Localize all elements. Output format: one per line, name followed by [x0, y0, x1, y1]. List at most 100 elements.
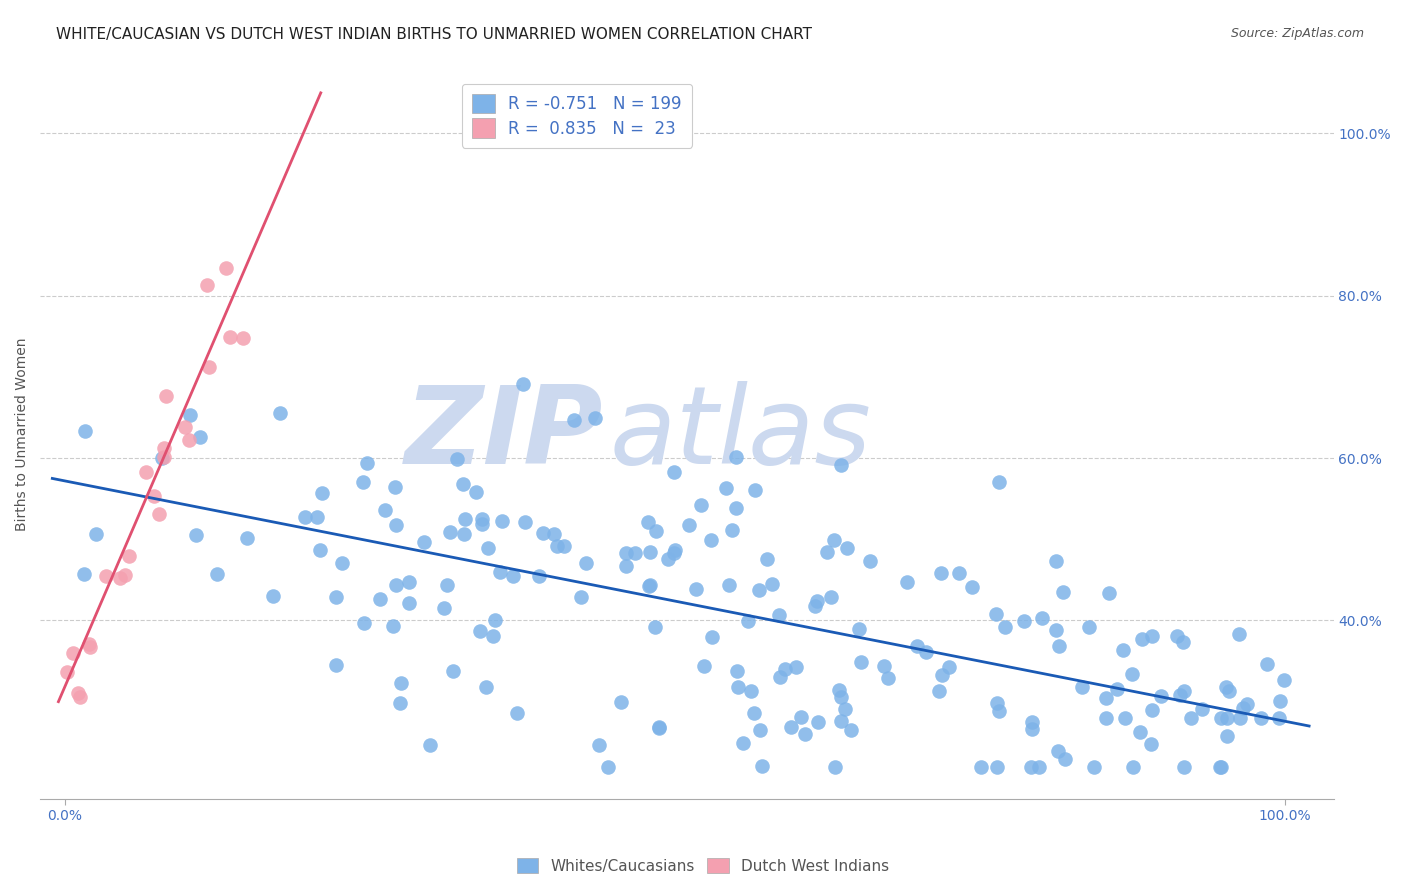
Point — [693, 659, 716, 673]
Point — [768, 608, 790, 623]
Point — [356, 456, 378, 470]
Point — [859, 554, 882, 568]
Point — [352, 475, 374, 489]
Point — [195, 278, 218, 293]
Point — [262, 589, 284, 603]
Point — [986, 697, 1008, 711]
Point — [928, 683, 950, 698]
Point — [714, 481, 737, 495]
Point — [197, 360, 219, 375]
Point — [986, 607, 1008, 622]
Point — [761, 576, 783, 591]
Point — [269, 406, 291, 420]
Point — [725, 665, 748, 679]
Point — [135, 465, 157, 479]
Point — [1021, 722, 1043, 736]
Point — [512, 377, 534, 392]
Point — [769, 670, 792, 684]
Point — [1047, 744, 1070, 758]
Point — [1216, 711, 1239, 725]
Point — [731, 736, 754, 750]
Point — [153, 450, 176, 465]
Point — [614, 559, 637, 574]
Point — [155, 389, 177, 403]
Point — [1272, 673, 1295, 687]
Point — [1078, 620, 1101, 634]
Point — [830, 714, 852, 729]
Y-axis label: Births to Unmarried Women: Births to Unmarried Women — [15, 337, 30, 531]
Legend: Whites/Caucasians, Dutch West Indians: Whites/Caucasians, Dutch West Indians — [510, 852, 896, 880]
Point — [1083, 759, 1105, 773]
Point — [177, 434, 200, 448]
Point — [839, 723, 862, 738]
Point — [153, 441, 176, 455]
Point — [294, 510, 316, 524]
Point — [1031, 611, 1053, 625]
Point — [1045, 623, 1067, 637]
Point — [307, 510, 329, 524]
Point — [1047, 639, 1070, 653]
Point — [609, 695, 631, 709]
Point — [873, 659, 896, 673]
Point — [737, 614, 759, 628]
Point — [938, 659, 960, 673]
Point — [931, 667, 953, 681]
Point — [389, 675, 412, 690]
Point — [413, 535, 436, 549]
Point — [1130, 632, 1153, 646]
Point — [803, 599, 825, 614]
Point — [1140, 629, 1163, 643]
Point — [1028, 759, 1050, 773]
Point — [575, 556, 598, 570]
Point — [1211, 711, 1233, 725]
Point — [1173, 635, 1195, 649]
Point — [353, 615, 375, 630]
Point — [1180, 711, 1202, 725]
Point — [419, 738, 441, 752]
Point — [562, 413, 585, 427]
Point — [877, 671, 900, 685]
Point — [638, 545, 661, 559]
Point — [477, 541, 499, 556]
Point — [637, 516, 659, 530]
Point — [664, 546, 686, 560]
Point — [325, 658, 347, 673]
Point — [828, 682, 851, 697]
Point — [389, 696, 412, 710]
Point — [988, 704, 1011, 718]
Point — [1121, 666, 1143, 681]
Point — [465, 484, 488, 499]
Point — [751, 759, 773, 773]
Point — [219, 330, 242, 344]
Point — [1209, 759, 1232, 773]
Point — [699, 533, 721, 548]
Point — [475, 681, 498, 695]
Point — [468, 624, 491, 638]
Point — [207, 566, 229, 581]
Point — [546, 539, 568, 553]
Point — [780, 720, 803, 734]
Point — [186, 528, 208, 542]
Point — [1019, 759, 1042, 773]
Point — [382, 619, 405, 633]
Text: ZIP: ZIP — [405, 381, 603, 487]
Point — [385, 578, 408, 592]
Point — [1054, 752, 1077, 766]
Point — [491, 514, 513, 528]
Point — [1140, 703, 1163, 717]
Point — [84, 526, 107, 541]
Point — [1215, 680, 1237, 694]
Point — [1268, 711, 1291, 725]
Point — [724, 501, 747, 516]
Point — [742, 706, 765, 720]
Point — [823, 533, 845, 548]
Point — [1191, 702, 1213, 716]
Text: WHITE/CAUCASIAN VS DUTCH WEST INDIAN BIRTHS TO UNMARRIED WOMEN CORRELATION CHART: WHITE/CAUCASIAN VS DUTCH WEST INDIAN BIR… — [56, 27, 813, 42]
Point — [790, 710, 813, 724]
Point — [441, 664, 464, 678]
Point — [398, 596, 420, 610]
Point — [188, 430, 211, 444]
Point — [1045, 554, 1067, 568]
Point — [1232, 701, 1254, 715]
Point — [433, 600, 456, 615]
